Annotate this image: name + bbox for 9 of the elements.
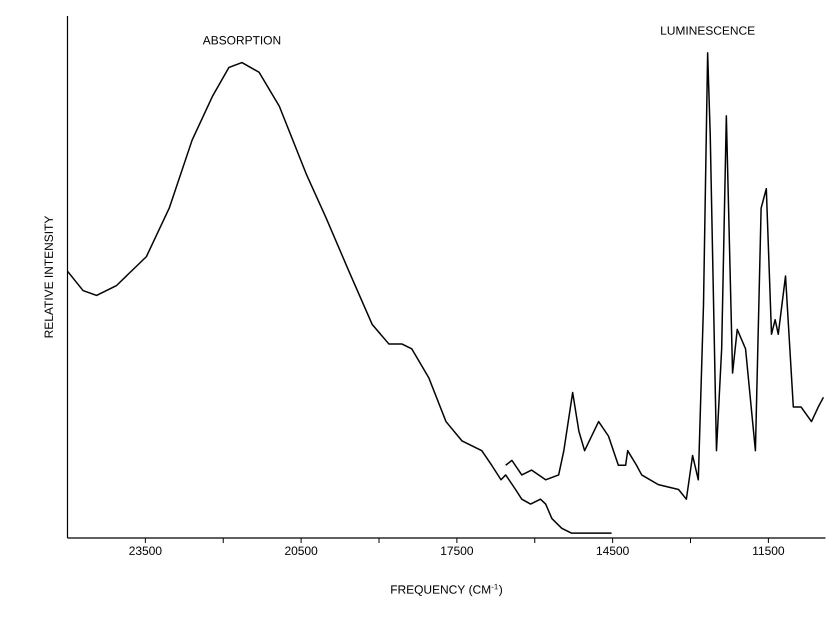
x-tick-label: 14500 xyxy=(596,546,629,555)
x-tick-label: 11500 xyxy=(753,546,784,555)
y-axis-title: RELATIVE INTENSITY xyxy=(44,216,53,338)
x-tick-label: 20500 xyxy=(285,546,318,555)
x-axis-title: FREQUENCY (CM$^{-1}$) xyxy=(391,584,502,596)
x-tick-label: 23500 xyxy=(129,546,162,555)
series-label: ABSORPTION xyxy=(202,36,280,44)
series-label: LUMINESCENCE xyxy=(661,26,755,35)
x-tick-label: 17500 xyxy=(441,546,474,555)
